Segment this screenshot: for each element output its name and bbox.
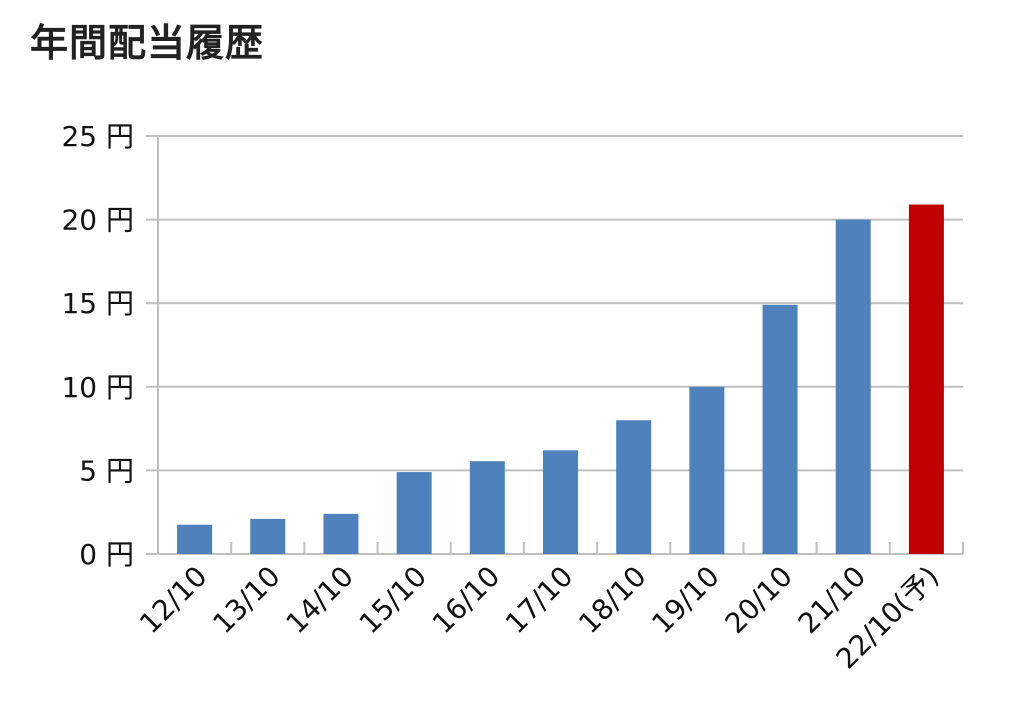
- y-tick-label: 15 円: [61, 287, 134, 320]
- y-tick-label: 25 円: [61, 120, 134, 153]
- x-tick-label: 15/10: [353, 560, 433, 640]
- y-tick-label: 20 円: [61, 204, 134, 237]
- x-tick-label: 13/10: [206, 560, 286, 640]
- y-tick-label: 5 円: [79, 454, 134, 487]
- bar-18-10: [616, 420, 652, 554]
- x-tick-label: 12/10: [133, 560, 213, 640]
- x-tick-label: 14/10: [280, 560, 360, 640]
- bar-13-10: [250, 518, 286, 554]
- x-tick-label: 17/10: [499, 560, 579, 640]
- page-title: 年間配当履歴: [30, 21, 265, 65]
- x-tick-label: 19/10: [645, 560, 725, 640]
- bar-20-10: [762, 304, 798, 554]
- bars: [177, 204, 944, 554]
- x-tick-label: 20/10: [719, 560, 799, 640]
- bar-19-10: [689, 386, 725, 554]
- grid-lines: [158, 135, 963, 472]
- bar-17-10: [543, 450, 578, 554]
- bar-12-10: [177, 524, 213, 554]
- x-tick-labels: 12/1013/1014/1015/1016/1017/1018/1019/10…: [133, 560, 945, 676]
- bar-14-10: [323, 513, 359, 554]
- bar-21-10: [835, 219, 871, 554]
- bar-16-10: [469, 461, 505, 554]
- x-tick-label: 16/10: [426, 560, 506, 640]
- y-tick-label: 0 円: [79, 538, 134, 571]
- y-tick-label: 10 円: [61, 371, 134, 404]
- bar-15-10: [396, 472, 432, 554]
- bar-22-10-: [908, 204, 944, 554]
- x-tick-label: 18/10: [572, 560, 652, 640]
- y-tick-labels: 0 円 5 円 10 円 15 円 20 円 25 円: [61, 120, 134, 571]
